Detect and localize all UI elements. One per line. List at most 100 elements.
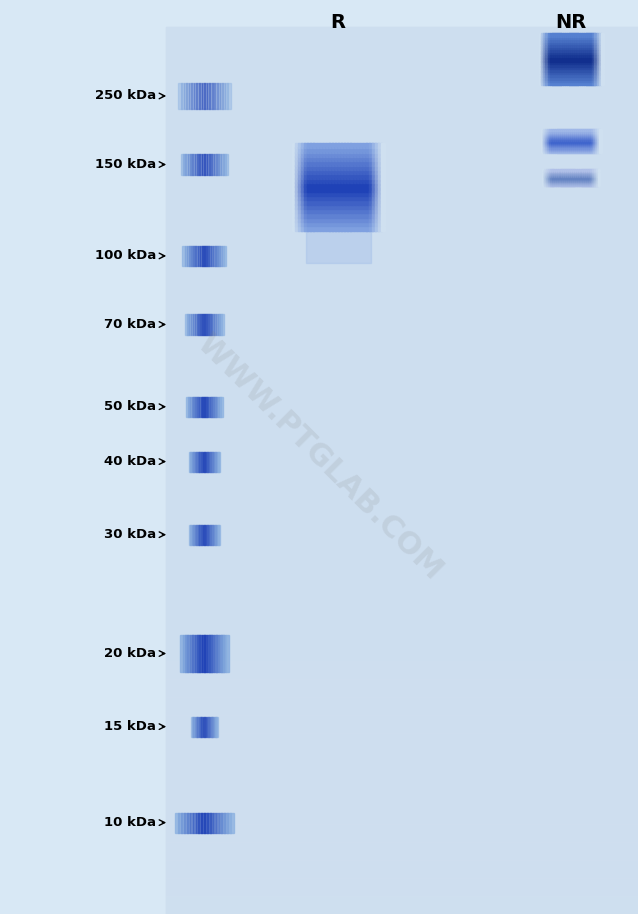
Bar [357, 196, 360, 200]
Bar [590, 178, 593, 180]
Bar [556, 36, 559, 39]
Bar [593, 146, 596, 148]
Bar [207, 813, 211, 833]
Bar [553, 150, 556, 152]
Bar [579, 176, 581, 178]
Bar [563, 41, 565, 44]
Bar [565, 58, 567, 62]
Bar [547, 38, 551, 42]
Bar [590, 61, 593, 64]
Bar [292, 191, 295, 196]
Bar [541, 43, 544, 47]
Bar [571, 41, 574, 44]
Bar [575, 141, 577, 143]
Bar [550, 174, 553, 175]
Bar [592, 46, 595, 49]
Bar [569, 135, 572, 137]
Bar [548, 181, 551, 183]
Bar [575, 172, 577, 174]
Bar [166, 118, 638, 136]
Bar [547, 79, 551, 82]
Bar [555, 142, 558, 143]
Bar [579, 143, 582, 145]
Bar [166, 716, 638, 733]
Bar [226, 635, 228, 672]
Bar [539, 38, 542, 42]
Bar [594, 179, 597, 181]
Bar [559, 150, 561, 152]
Bar [341, 226, 345, 230]
Bar [551, 133, 554, 134]
Bar [206, 397, 209, 417]
Bar [596, 185, 598, 186]
Bar [360, 199, 364, 205]
Bar [559, 145, 561, 147]
Bar [372, 208, 376, 214]
Bar [590, 182, 593, 184]
Bar [579, 180, 581, 182]
Bar [590, 171, 593, 173]
Bar [571, 81, 574, 85]
Bar [592, 33, 595, 37]
Bar [341, 143, 345, 148]
Bar [353, 182, 357, 187]
Bar [546, 180, 549, 182]
Bar [347, 169, 351, 175]
Bar [372, 174, 376, 178]
Bar [541, 66, 544, 69]
Bar [304, 208, 308, 214]
Bar [546, 171, 549, 173]
Bar [575, 71, 578, 74]
Bar [338, 161, 342, 165]
Bar [565, 179, 568, 181]
Bar [552, 185, 554, 186]
Bar [185, 635, 188, 672]
Bar [571, 79, 574, 82]
Bar [345, 143, 348, 148]
Bar [575, 63, 578, 67]
Bar [347, 221, 351, 227]
Bar [353, 186, 357, 192]
Bar [571, 173, 574, 174]
Bar [584, 63, 586, 67]
Bar [598, 46, 602, 49]
Bar [554, 171, 556, 173]
Bar [581, 132, 584, 133]
Bar [310, 186, 314, 192]
Bar [166, 245, 638, 262]
Bar [547, 41, 551, 44]
Bar [596, 172, 598, 174]
Bar [596, 174, 598, 175]
Bar [558, 177, 560, 179]
Bar [558, 66, 561, 69]
Bar [592, 66, 595, 69]
Bar [601, 36, 604, 39]
Bar [588, 46, 591, 49]
Bar [573, 137, 575, 139]
Bar [308, 161, 311, 165]
Bar [372, 191, 376, 196]
Bar [556, 73, 559, 77]
Bar [563, 71, 565, 74]
Bar [577, 145, 580, 147]
Bar [573, 140, 575, 142]
Bar [544, 173, 547, 174]
Bar [554, 73, 557, 77]
Bar [543, 151, 545, 154]
Bar [541, 151, 544, 154]
Bar [166, 570, 638, 589]
Bar [366, 147, 369, 153]
Bar [587, 146, 590, 148]
Bar [554, 63, 557, 67]
Bar [587, 141, 590, 143]
Bar [546, 172, 549, 174]
Bar [313, 213, 317, 218]
Bar [195, 452, 197, 472]
Bar [545, 131, 547, 133]
Bar [577, 181, 579, 183]
Bar [597, 51, 599, 55]
Bar [563, 178, 566, 180]
Bar [204, 813, 208, 833]
Bar [575, 137, 577, 139]
Bar [581, 145, 584, 147]
